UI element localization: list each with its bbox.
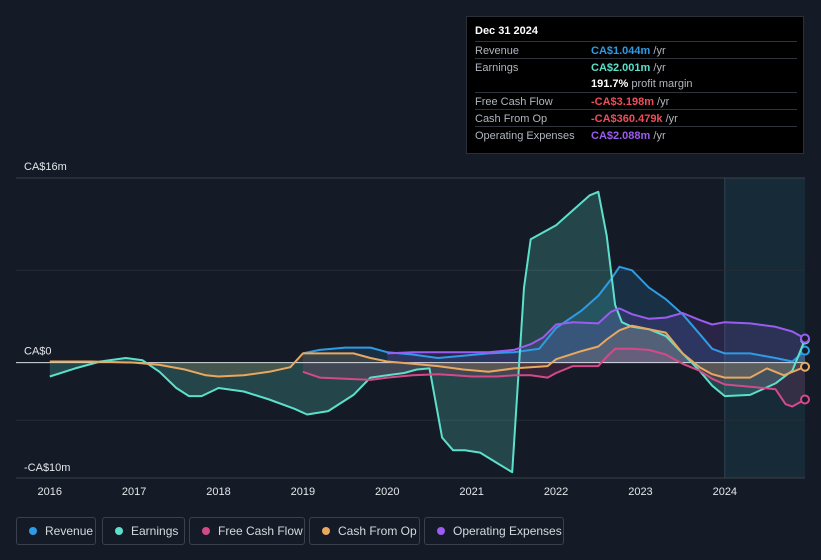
legend-item-free-cash-flow[interactable]: Free Cash Flow bbox=[189, 517, 305, 545]
series-line-earnings bbox=[49, 190, 806, 474]
series-area-revenue bbox=[302, 266, 805, 363]
tooltip-value: -CA$3.198m /yr bbox=[591, 96, 670, 108]
tooltip-label: Cash From Op bbox=[475, 113, 548, 125]
x-axis-tick-label: 2017 bbox=[122, 486, 146, 498]
tooltip-row-margin: 191.7% profit margin bbox=[475, 75, 797, 92]
series-endpoint-cash-from-op bbox=[800, 361, 810, 372]
tooltip-label: Operating Expenses bbox=[475, 130, 575, 142]
series-area-free-cash-flow bbox=[302, 348, 805, 407]
tooltip-row-free-cash-flow: Free Cash Flow -CA$3.198m /yr bbox=[475, 92, 797, 110]
legend-dot-icon bbox=[437, 527, 445, 535]
legend-item-operating-expenses[interactable]: Operating Expenses bbox=[424, 517, 564, 545]
y-axis-label: -CA$10m bbox=[24, 462, 70, 474]
legend-label: Free Cash Flow bbox=[218, 524, 303, 538]
series-endpoint-operating-expenses bbox=[800, 333, 810, 344]
legend-label: Operating Expenses bbox=[453, 524, 562, 538]
legend-dot-icon bbox=[202, 527, 210, 535]
tooltip-row-cash-from-op: Cash From Op -CA$360.479k /yr bbox=[475, 109, 797, 127]
tooltip-label: Earnings bbox=[475, 62, 519, 74]
x-axis-tick-label: 2018 bbox=[206, 486, 230, 498]
tooltip-date: Dec 31 2024 bbox=[475, 25, 538, 37]
x-axis-tick-label: 2016 bbox=[38, 486, 62, 498]
tooltip-row-revenue: Revenue CA$1.044m /yr bbox=[475, 41, 797, 59]
tooltip-value: 191.7% profit margin bbox=[591, 78, 693, 90]
x-axis-tick-label: 2019 bbox=[291, 486, 315, 498]
legend-item-revenue[interactable]: Revenue bbox=[16, 517, 96, 545]
x-axis-tick-label: 2020 bbox=[375, 486, 399, 498]
legend-label: Revenue bbox=[45, 524, 94, 538]
y-axis-label: CA$16m bbox=[24, 161, 67, 173]
x-axis-tick-label: 2021 bbox=[459, 486, 483, 498]
series-line-free-cash-flow bbox=[302, 347, 806, 408]
tooltip-value: CA$1.044m /yr bbox=[591, 45, 666, 57]
chart-canvas: CA$16m CA$0 -CA$10m 2016 2017 2018 2019 2020 202… bbox=[16, 161, 810, 498]
forecast-region bbox=[724, 178, 805, 478]
x-axis-tick-label: 2024 bbox=[713, 486, 737, 498]
legend-dot-icon bbox=[29, 527, 37, 535]
legend-label: Earnings bbox=[131, 524, 179, 538]
legend-dot-icon bbox=[322, 527, 330, 535]
series-endpoint-free-cash-flow bbox=[800, 394, 810, 405]
legend-label: Cash From Op bbox=[338, 524, 417, 538]
x-axis-tick-label: 2022 bbox=[544, 486, 568, 498]
legend-item-cash-from-op[interactable]: Cash From Op bbox=[309, 517, 420, 545]
tooltip-row-earnings: Earnings CA$2.001m /yr bbox=[475, 58, 797, 76]
tooltip-value: CA$2.088m /yr bbox=[591, 130, 666, 142]
legend-item-earnings[interactable]: Earnings bbox=[102, 517, 185, 545]
series-line-cash-from-op bbox=[49, 324, 806, 379]
chart-tooltip: Dec 31 2024 Revenue CA$1.044m /yr Earnin… bbox=[466, 16, 804, 154]
tooltip-row-operating-expenses: Operating Expenses CA$2.088m /yr bbox=[475, 126, 797, 144]
series-line-operating-expenses bbox=[387, 307, 806, 355]
legend-dot-icon bbox=[115, 527, 123, 535]
tooltip-value: CA$2.001m /yr bbox=[591, 62, 666, 74]
tooltip-value: -CA$360.479k /yr bbox=[591, 113, 678, 125]
tooltip-label: Free Cash Flow bbox=[475, 96, 553, 108]
tooltip-label: Revenue bbox=[475, 45, 520, 57]
series-area-operating-expenses bbox=[387, 308, 805, 363]
series-area-cash-from-op bbox=[49, 325, 806, 378]
x-axis-tick-label: 2023 bbox=[628, 486, 652, 498]
y-axis-label: CA$0 bbox=[24, 346, 52, 358]
